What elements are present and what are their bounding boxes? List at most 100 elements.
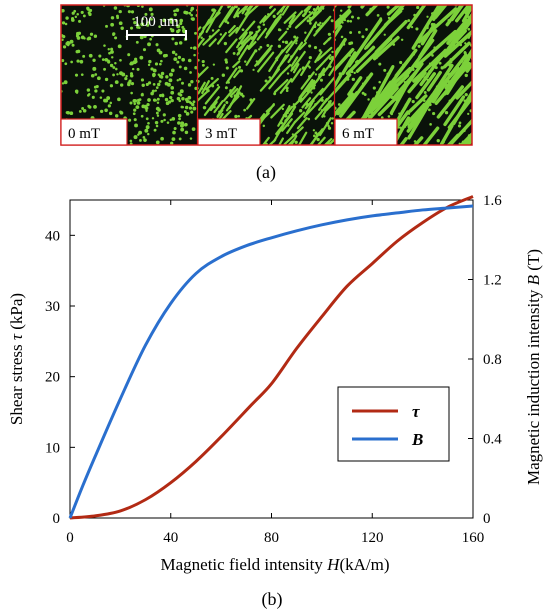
particle-dot bbox=[136, 67, 140, 71]
particle-chain bbox=[300, 71, 315, 90]
particle-dot bbox=[71, 16, 75, 21]
particle-chain bbox=[335, 10, 352, 31]
particle-dot bbox=[378, 62, 382, 66]
particle-dot bbox=[244, 60, 247, 63]
particle-dot bbox=[112, 66, 116, 69]
particle-chain bbox=[347, 76, 363, 97]
particle-dot bbox=[133, 135, 138, 140]
particle-chain bbox=[287, 41, 304, 64]
particle-dot bbox=[262, 124, 266, 128]
particle-chain bbox=[370, 65, 395, 106]
particle-chain bbox=[278, 137, 284, 145]
particle-dot bbox=[155, 111, 159, 115]
particle-dot bbox=[135, 40, 139, 44]
particle-dot bbox=[174, 53, 178, 56]
particle-dot bbox=[114, 62, 117, 65]
particle-dot bbox=[133, 118, 137, 122]
particle-dot bbox=[62, 35, 66, 39]
particle-chain bbox=[318, 98, 328, 111]
particle-dot bbox=[174, 41, 178, 46]
particle-chain bbox=[369, 86, 399, 119]
y-left-tick-label: 20 bbox=[45, 370, 60, 386]
particle-dot bbox=[148, 7, 153, 12]
particle-chain bbox=[316, 46, 333, 62]
y-right-tick-label: 1.2 bbox=[483, 273, 502, 289]
particle-dot bbox=[386, 5, 390, 9]
particle-dot bbox=[103, 98, 107, 103]
particle-chain bbox=[470, 56, 472, 61]
particle-dot bbox=[387, 115, 391, 118]
particle-dot bbox=[457, 124, 462, 128]
particle-dot bbox=[119, 110, 123, 114]
particle-chain bbox=[314, 99, 332, 120]
particle-dot bbox=[438, 61, 442, 65]
particle-dot bbox=[120, 26, 124, 30]
particle-dot bbox=[348, 41, 352, 46]
particle-chain bbox=[414, 29, 457, 69]
particle-dot bbox=[181, 96, 185, 101]
particle-dot bbox=[188, 106, 193, 110]
particle-chain bbox=[455, 5, 472, 23]
particle-dot bbox=[134, 57, 138, 61]
particle-dot bbox=[327, 32, 331, 36]
particle-chain bbox=[437, 66, 460, 91]
particle-chain bbox=[335, 37, 347, 59]
particle-chain bbox=[247, 40, 257, 51]
particle-dot bbox=[86, 88, 91, 92]
particle-dot bbox=[190, 110, 194, 114]
particle-dot bbox=[121, 72, 126, 77]
particle-dot bbox=[195, 14, 197, 18]
particle-dot bbox=[179, 19, 183, 23]
particle-dot bbox=[145, 82, 149, 86]
particle-chain bbox=[198, 30, 205, 40]
series-line-tau bbox=[69, 195, 474, 520]
particle-dot bbox=[162, 113, 166, 117]
particle-dot bbox=[106, 96, 111, 100]
particle-chain bbox=[233, 69, 242, 79]
particle-chain bbox=[444, 54, 472, 90]
particle-dot bbox=[187, 83, 192, 87]
particle-dot bbox=[327, 126, 332, 130]
particle-dot bbox=[308, 44, 312, 48]
particle-chain bbox=[280, 105, 297, 129]
particle-chain bbox=[218, 6, 234, 28]
particle-dot bbox=[89, 8, 93, 13]
particle-chain bbox=[216, 103, 226, 118]
particle-dot bbox=[174, 19, 178, 23]
particle-dot bbox=[179, 21, 183, 26]
particle-chain bbox=[264, 142, 268, 145]
particle-dot bbox=[152, 83, 156, 86]
particle-dot bbox=[80, 73, 84, 77]
particle-dot bbox=[86, 37, 90, 41]
particle-dot bbox=[147, 63, 151, 67]
particle-dot bbox=[423, 91, 427, 94]
particle-dot bbox=[316, 137, 320, 142]
scale-bar-label: 100 um bbox=[133, 14, 179, 30]
particle-dot bbox=[144, 128, 149, 133]
particle-dot bbox=[432, 111, 436, 116]
particle-dot bbox=[190, 13, 194, 17]
particle-dot bbox=[119, 83, 124, 87]
particle-chain bbox=[335, 47, 341, 58]
particle-dot bbox=[137, 133, 140, 136]
panel-label-box-2: 6 mT bbox=[334, 118, 398, 146]
particle-dot bbox=[147, 132, 150, 136]
particle-chain bbox=[327, 55, 334, 68]
particle-dot bbox=[285, 89, 289, 93]
particle-dot bbox=[184, 105, 189, 110]
particle-dot bbox=[118, 21, 123, 26]
caption-a: (a) bbox=[256, 162, 276, 183]
particle-dot bbox=[76, 13, 79, 16]
scale-bar: 100 um bbox=[126, 14, 187, 40]
particle-dot bbox=[293, 35, 297, 39]
particle-chain bbox=[268, 138, 277, 145]
particle-dot bbox=[200, 36, 203, 40]
particle-dot bbox=[92, 58, 96, 62]
particle-dot bbox=[169, 17, 174, 22]
particle-dot bbox=[139, 55, 144, 60]
particle-dot bbox=[426, 15, 429, 18]
particle-chain bbox=[285, 36, 299, 54]
particle-dot bbox=[98, 54, 102, 58]
particle-dot bbox=[176, 79, 179, 82]
particle-dot bbox=[337, 103, 341, 106]
